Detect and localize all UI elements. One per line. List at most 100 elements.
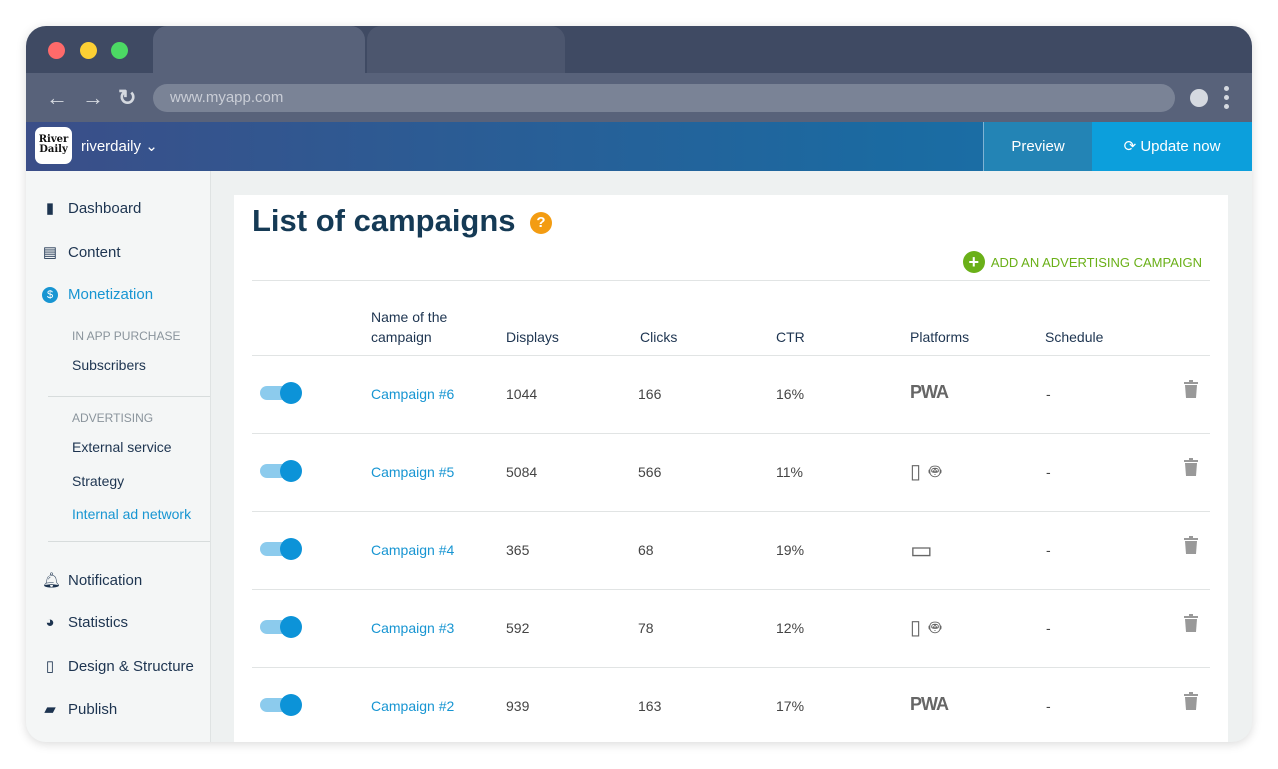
campaign-name-link[interactable]: Campaign #4	[371, 542, 455, 558]
close-window-button[interactable]	[48, 42, 65, 59]
table-row: Campaign #5 5084 566 11% ▯ 🤖︎ -	[252, 433, 1210, 511]
campaign-name-link[interactable]: Campaign #3	[371, 620, 455, 636]
add-campaign-button[interactable]: + ADD AN ADVERTISING CAMPAIGN	[962, 251, 1202, 273]
android-icon: 🤖︎	[929, 461, 942, 483]
maximize-window-button[interactable]	[111, 42, 128, 59]
campaign-name-link[interactable]: Campaign #2	[371, 698, 455, 714]
sidebar-item-monetization[interactable]: $ Monetization	[42, 286, 153, 303]
ctr-value: 17%	[776, 698, 805, 714]
campaigns-card: List of campaigns ? + ADD AN ADVERTISING …	[234, 195, 1228, 742]
sidebar-item-external-service[interactable]: External service	[72, 439, 172, 455]
schedule-value: -	[1046, 620, 1051, 636]
sidebar-item-design-structure[interactable]: ▯ Design & Structure	[42, 657, 194, 676]
displays-value: 5084	[506, 464, 538, 480]
tablet-icon: ▭	[910, 537, 933, 564]
trash-icon[interactable]	[1184, 380, 1198, 398]
bell-icon: 🔔︎	[42, 572, 62, 589]
sidebar-item-statistics[interactable]: ◕ Statistics	[42, 614, 128, 631]
displays-value: 365	[506, 542, 530, 558]
col-name: Name of the campaign	[371, 309, 448, 345]
back-icon[interactable]: ←	[46, 85, 68, 110]
url-input[interactable]: www.myapp.com	[153, 84, 1175, 112]
browser-window: ← → ↻ www.myapp.com River Daily riverdail…	[26, 26, 1252, 742]
browser-tab-active[interactable]	[153, 26, 365, 73]
sidebar-item-notification[interactable]: 🔔︎ Notification	[42, 571, 143, 590]
clicks-value: 68	[638, 542, 654, 558]
menu-dots-icon[interactable]	[1224, 86, 1230, 110]
label: Design & Structure	[68, 657, 194, 675]
campaign-toggle[interactable]	[260, 616, 302, 638]
pwa-icon: PWA	[910, 382, 949, 402]
schedule-value: -	[1046, 464, 1051, 480]
app-header: River Daily riverdaily ⌄ Preview ⟳ Update…	[26, 122, 1252, 171]
col-ctr: CTR	[776, 329, 805, 345]
sidebar-item-subscribers[interactable]: Subscribers	[72, 357, 146, 373]
android-icon: 🤖︎	[929, 617, 942, 639]
trash-icon[interactable]	[1184, 614, 1198, 632]
clicks-value: 78	[638, 620, 654, 636]
divider	[48, 396, 210, 397]
update-now-button[interactable]: ⟳ Update now	[1092, 122, 1252, 171]
campaign-name-link[interactable]: Campaign #6	[371, 386, 455, 402]
table-row: Campaign #6 1044 166 16% PWA -	[252, 355, 1210, 433]
chevron-down-icon: ⌄	[145, 138, 158, 155]
ctr-value: 19%	[776, 542, 805, 558]
col-displays: Displays	[506, 329, 559, 345]
ctr-value: 11%	[776, 464, 803, 480]
campaign-toggle[interactable]	[260, 694, 302, 716]
dollar-icon: $	[42, 286, 58, 303]
table-row: Campaign #2 939 163 17% PWA -	[252, 667, 1210, 742]
label: Publish	[68, 700, 118, 718]
trash-icon[interactable]	[1184, 536, 1198, 554]
preview-button[interactable]: Preview	[983, 122, 1092, 171]
help-icon[interactable]: ?	[530, 212, 552, 234]
browser-tab[interactable]	[367, 26, 565, 73]
sidebar-item-internal-ad-network[interactable]: Internal ad network	[72, 506, 192, 522]
phone-icon: ▯	[910, 617, 922, 639]
minimize-window-button[interactable]	[80, 42, 97, 59]
section-advertising: ADVERTISING	[72, 411, 154, 425]
forward-icon[interactable]: →	[82, 85, 104, 110]
plus-icon: +	[962, 251, 985, 273]
clicks-value: 166	[638, 386, 662, 402]
sidebar-item-publish[interactable]: ▰ Publish	[42, 700, 118, 719]
sidebar-item-strategy[interactable]: Strategy	[72, 473, 125, 489]
bar-chart-icon: ▮	[45, 200, 55, 217]
phone-icon: ▯	[45, 658, 55, 675]
col-platforms: Platforms	[910, 329, 970, 345]
ctr-value: 16%	[776, 386, 805, 402]
displays-value: 1044	[506, 386, 538, 402]
trash-icon[interactable]	[1184, 692, 1198, 710]
label: Statistics	[68, 614, 129, 631]
schedule-value: -	[1046, 542, 1051, 558]
sidebar-item-dashboard[interactable]: ▮ Dashboard	[42, 199, 142, 218]
ctr-value: 12%	[776, 620, 805, 636]
table-row: Campaign #4 365 68 19% ▭ -	[252, 511, 1210, 589]
campaign-toggle[interactable]	[260, 382, 302, 404]
app-logo: River Daily	[35, 127, 72, 164]
address-bar-row: ← → ↻ www.myapp.com	[26, 73, 1252, 122]
sidebar-item-content[interactable]: ▤ Content	[42, 243, 121, 262]
divider	[252, 280, 1210, 281]
section-in-app-purchase: IN APP PURCHASE	[72, 329, 181, 343]
phone-icon: ▯	[910, 461, 922, 483]
app-name: riverdaily	[81, 138, 142, 155]
trash-icon[interactable]	[1184, 458, 1198, 476]
profile-icon[interactable]	[1190, 89, 1208, 107]
campaign-toggle[interactable]	[260, 538, 302, 560]
sidebar: ▮ Dashboard ▤ Content $ Monetization IN APP…	[26, 171, 211, 742]
col-clicks: Clicks	[640, 329, 678, 345]
table-row: Campaign #3 592 78 12% ▯ 🤖︎ -	[252, 589, 1210, 667]
displays-value: 592	[506, 620, 530, 636]
divider	[48, 541, 210, 542]
label: Notification	[68, 571, 143, 589]
app-switcher[interactable]: riverdaily ⌄	[81, 137, 158, 155]
pie-chart-icon: ◕	[45, 614, 55, 631]
campaign-toggle[interactable]	[260, 460, 302, 482]
campaign-name-link[interactable]: Campaign #5	[371, 464, 455, 480]
reload-icon[interactable]: ↻	[118, 85, 137, 110]
platform-icons: ▯ 🤖︎	[910, 458, 941, 486]
label: Dashboard	[68, 199, 142, 217]
clicks-value: 163	[638, 698, 662, 714]
document-icon: ▤	[42, 244, 58, 261]
